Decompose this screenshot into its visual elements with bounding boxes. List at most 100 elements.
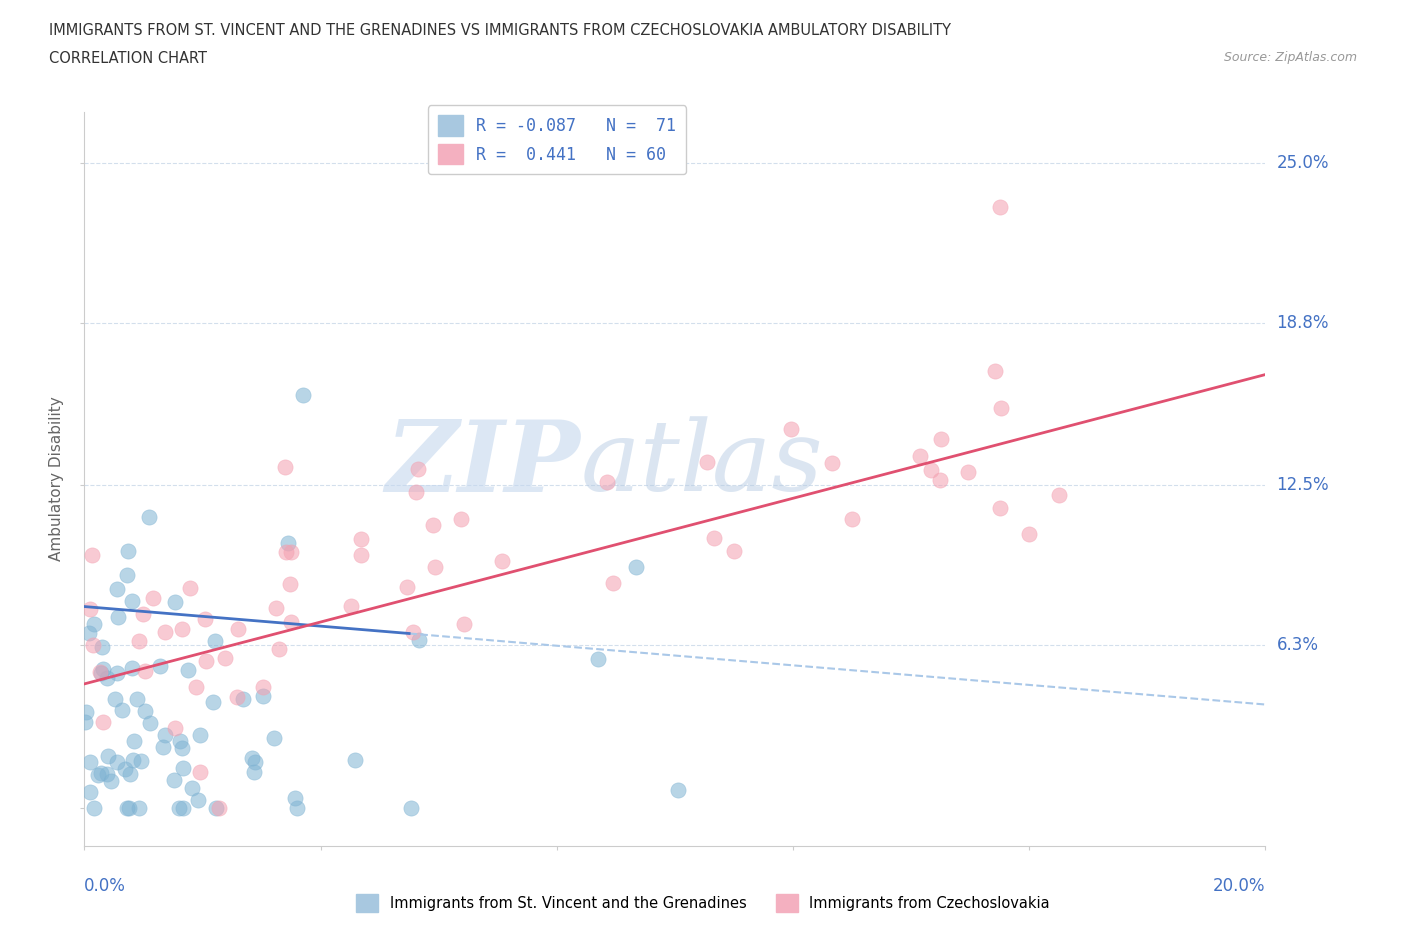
- Point: [118, 800, 141, 815]
- Point: [104, 691, 127, 706]
- Point: [821, 456, 844, 471]
- Text: IMMIGRANTS FROM ST. VINCENT AND THE GRENADINES VS IMMIGRANTS FROM CZECHOSLOVAKIA: IMMIGRANTS FROM ST. VINCENT AND THE GREN…: [49, 23, 952, 38]
- Point: [132, 606, 155, 621]
- Point: [696, 455, 718, 470]
- Point: [177, 662, 200, 677]
- Point: [105, 754, 128, 769]
- Point: [169, 800, 191, 815]
- Point: [624, 559, 647, 574]
- Point: [107, 610, 129, 625]
- Point: [134, 703, 156, 718]
- Text: Source: ZipAtlas.com: Source: ZipAtlas.com: [1223, 51, 1357, 64]
- Point: [170, 621, 193, 636]
- Point: [117, 544, 139, 559]
- Point: [128, 800, 150, 815]
- Point: [121, 594, 143, 609]
- Point: [73, 714, 96, 729]
- Point: [339, 599, 361, 614]
- Point: [280, 544, 302, 559]
- Point: [450, 512, 472, 527]
- Point: [169, 733, 191, 748]
- Point: [453, 617, 475, 631]
- Point: [186, 680, 208, 695]
- Point: [399, 800, 422, 815]
- Point: [988, 500, 1011, 515]
- Point: [292, 387, 315, 402]
- Point: [129, 753, 152, 768]
- Point: [405, 485, 427, 499]
- Point: [277, 536, 299, 551]
- Point: [115, 568, 138, 583]
- Point: [163, 720, 186, 735]
- Point: [723, 544, 745, 559]
- Point: [179, 580, 201, 595]
- Point: [77, 625, 100, 640]
- Point: [128, 633, 150, 648]
- Point: [188, 764, 211, 779]
- Legend: Immigrants from St. Vincent and the Grenadines, Immigrants from Czechoslovakia: Immigrants from St. Vincent and the Gren…: [350, 888, 1056, 918]
- Y-axis label: Ambulatory Disability: Ambulatory Disability: [49, 396, 65, 562]
- Point: [269, 641, 291, 656]
- Point: [422, 518, 444, 533]
- Text: 18.8%: 18.8%: [1277, 314, 1329, 332]
- Point: [122, 733, 145, 748]
- Point: [274, 459, 297, 474]
- Point: [252, 680, 274, 695]
- Point: [188, 727, 211, 742]
- Point: [285, 800, 308, 815]
- Text: 20.0%: 20.0%: [1213, 877, 1265, 895]
- Point: [114, 762, 136, 777]
- Point: [588, 652, 610, 667]
- Point: [208, 800, 231, 815]
- Text: CORRELATION CHART: CORRELATION CHART: [49, 51, 207, 66]
- Point: [226, 689, 249, 704]
- Point: [243, 754, 266, 769]
- Point: [596, 474, 619, 489]
- Point: [90, 765, 112, 780]
- Point: [280, 615, 302, 630]
- Point: [343, 752, 366, 767]
- Point: [149, 658, 172, 673]
- Point: [79, 785, 101, 800]
- Point: [232, 691, 254, 706]
- Point: [666, 782, 689, 797]
- Point: [105, 581, 128, 596]
- Point: [111, 702, 134, 717]
- Point: [349, 548, 371, 563]
- Point: [79, 755, 101, 770]
- Point: [908, 448, 931, 463]
- Point: [165, 595, 187, 610]
- Point: [91, 714, 114, 729]
- Point: [121, 660, 143, 675]
- Point: [91, 661, 114, 676]
- Point: [75, 705, 97, 720]
- Point: [125, 692, 148, 707]
- Point: [163, 772, 186, 787]
- Point: [929, 472, 952, 487]
- Text: atlas: atlas: [581, 417, 823, 512]
- Point: [82, 548, 104, 563]
- Point: [278, 577, 301, 591]
- Point: [1047, 487, 1070, 502]
- Point: [97, 749, 120, 764]
- Point: [402, 624, 425, 639]
- Text: ZIP: ZIP: [385, 416, 581, 512]
- Text: 25.0%: 25.0%: [1277, 154, 1329, 172]
- Point: [408, 633, 430, 648]
- Text: 6.3%: 6.3%: [1277, 636, 1319, 654]
- Point: [396, 580, 419, 595]
- Point: [406, 461, 429, 476]
- Point: [187, 792, 209, 807]
- Point: [214, 650, 236, 665]
- Point: [984, 364, 1007, 379]
- Point: [195, 654, 218, 669]
- Point: [83, 617, 105, 631]
- Point: [90, 665, 112, 680]
- Point: [89, 665, 111, 680]
- Point: [180, 781, 202, 796]
- Point: [204, 634, 226, 649]
- Point: [263, 730, 285, 745]
- Legend: R = -0.087   N =  71, R =  0.441   N = 60: R = -0.087 N = 71, R = 0.441 N = 60: [427, 105, 686, 174]
- Point: [105, 666, 128, 681]
- Point: [226, 621, 249, 636]
